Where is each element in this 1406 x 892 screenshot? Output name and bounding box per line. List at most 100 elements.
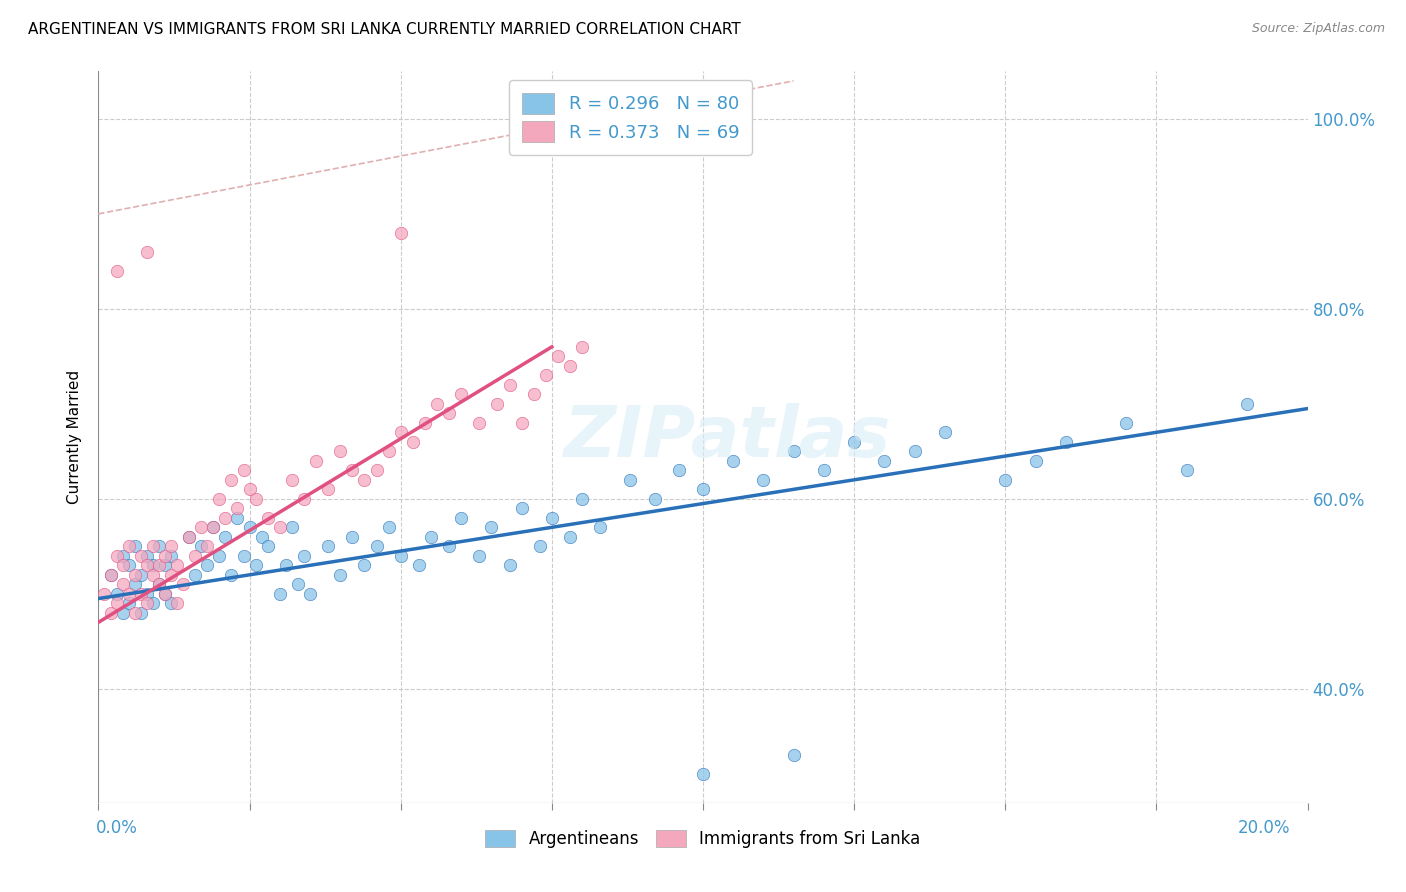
Point: [184, 567, 207, 582]
Point: [111, 549, 134, 563]
Point: [166, 558, 188, 573]
Point: [413, 416, 436, 430]
Point: [1115, 416, 1137, 430]
Point: [202, 520, 225, 534]
Point: [558, 359, 581, 373]
Point: [142, 596, 165, 610]
Point: [208, 491, 231, 506]
Point: [208, 549, 231, 563]
Point: [342, 463, 364, 477]
Point: [589, 520, 612, 534]
Point: [135, 244, 157, 259]
Point: [402, 434, 425, 449]
Text: ARGENTINEAN VS IMMIGRANTS FROM SRI LANKA CURRENTLY MARRIED CORRELATION CHART: ARGENTINEAN VS IMMIGRANTS FROM SRI LANKA…: [28, 22, 741, 37]
Point: [148, 558, 170, 573]
Point: [100, 606, 122, 620]
Point: [329, 567, 352, 582]
Text: 20.0%: 20.0%: [1239, 819, 1291, 837]
Point: [111, 558, 134, 573]
Point: [523, 387, 546, 401]
Point: [377, 520, 399, 534]
Point: [135, 549, 157, 563]
Point: [692, 767, 714, 781]
Point: [1054, 434, 1077, 449]
Point: [305, 454, 328, 468]
Point: [813, 463, 835, 477]
Point: [160, 567, 183, 582]
Point: [269, 587, 291, 601]
Point: [723, 454, 745, 468]
Point: [214, 530, 236, 544]
Point: [190, 520, 212, 534]
Point: [274, 558, 297, 573]
Point: [468, 416, 491, 430]
Point: [148, 577, 170, 591]
Point: [256, 511, 278, 525]
Point: [450, 511, 472, 525]
Point: [153, 587, 176, 601]
Point: [1175, 463, 1198, 477]
Point: [389, 549, 412, 563]
Point: [994, 473, 1017, 487]
Point: [105, 549, 128, 563]
Point: [420, 530, 443, 544]
Point: [142, 558, 165, 573]
Point: [239, 520, 262, 534]
Point: [105, 587, 128, 601]
Point: [408, 558, 430, 573]
Point: [873, 454, 896, 468]
Point: [250, 530, 273, 544]
Point: [529, 539, 551, 553]
Point: [292, 549, 315, 563]
Text: 0.0%: 0.0%: [96, 819, 138, 837]
Point: [129, 567, 152, 582]
Point: [179, 530, 201, 544]
Point: [644, 491, 666, 506]
Point: [316, 539, 339, 553]
Point: [269, 520, 291, 534]
Point: [190, 539, 212, 553]
Point: [160, 539, 183, 553]
Point: [124, 606, 146, 620]
Point: [129, 587, 152, 601]
Point: [366, 463, 388, 477]
Point: [226, 511, 249, 525]
Point: [571, 340, 593, 354]
Point: [232, 549, 254, 563]
Point: [118, 596, 141, 610]
Point: [292, 491, 315, 506]
Point: [105, 264, 128, 278]
Point: [245, 491, 267, 506]
Point: [148, 577, 170, 591]
Point: [124, 567, 146, 582]
Point: [547, 349, 569, 363]
Point: [256, 539, 278, 553]
Point: [468, 549, 491, 563]
Point: [752, 473, 775, 487]
Point: [135, 596, 157, 610]
Point: [166, 596, 188, 610]
Point: [153, 587, 176, 601]
Point: [105, 596, 128, 610]
Point: [135, 558, 157, 573]
Point: [232, 463, 254, 477]
Point: [904, 444, 927, 458]
Point: [153, 549, 176, 563]
Point: [1236, 397, 1258, 411]
Point: [450, 387, 472, 401]
Y-axis label: Currently Married: Currently Married: [67, 370, 83, 504]
Point: [202, 520, 225, 534]
Point: [540, 511, 562, 525]
Legend: Argentineans, Immigrants from Sri Lanka: Argentineans, Immigrants from Sri Lanka: [477, 822, 929, 856]
Point: [118, 558, 141, 573]
Point: [195, 558, 218, 573]
Text: Source: ZipAtlas.com: Source: ZipAtlas.com: [1251, 22, 1385, 36]
Point: [783, 748, 806, 763]
Point: [342, 530, 364, 544]
Point: [221, 567, 243, 582]
Point: [534, 368, 557, 383]
Point: [195, 539, 218, 553]
Point: [148, 539, 170, 553]
Point: [329, 444, 352, 458]
Point: [281, 520, 304, 534]
